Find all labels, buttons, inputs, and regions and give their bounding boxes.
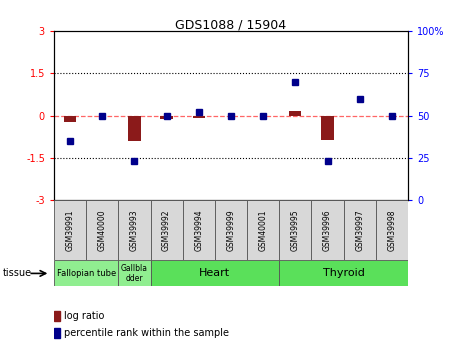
Bar	[151, 200, 183, 260]
Text: GSM39994: GSM39994	[194, 209, 203, 251]
Text: GSM40000: GSM40000	[98, 209, 107, 251]
Bar	[183, 200, 215, 260]
Bar	[54, 328, 61, 338]
Text: GSM39998: GSM39998	[387, 209, 396, 251]
Bar	[54, 200, 86, 260]
Text: Thyroid: Thyroid	[323, 268, 364, 278]
Text: Gallbla
dder: Gallbla dder	[121, 264, 148, 283]
Text: percentile rank within the sample: percentile rank within the sample	[64, 328, 229, 338]
Bar	[215, 200, 247, 260]
Bar	[376, 200, 408, 260]
Bar	[311, 200, 344, 260]
Text: log ratio: log ratio	[64, 311, 105, 321]
Bar	[279, 200, 311, 260]
Text: GSM39996: GSM39996	[323, 209, 332, 251]
Text: GSM39991: GSM39991	[66, 209, 75, 251]
Bar	[54, 260, 118, 286]
Bar	[54, 311, 61, 321]
Text: GSM39997: GSM39997	[355, 209, 364, 251]
Bar	[279, 260, 408, 286]
Bar	[289, 110, 302, 116]
Text: GSM40001: GSM40001	[259, 209, 268, 251]
Bar	[86, 200, 118, 260]
Bar	[118, 260, 151, 286]
Bar	[193, 116, 205, 118]
Bar	[129, 116, 141, 141]
Bar	[118, 200, 151, 260]
Text: GSM39995: GSM39995	[291, 209, 300, 251]
Text: GDS1088 / 15904: GDS1088 / 15904	[175, 19, 287, 32]
Bar	[151, 260, 279, 286]
Text: GSM39993: GSM39993	[130, 209, 139, 251]
Bar	[64, 116, 76, 122]
Bar	[344, 200, 376, 260]
Text: GSM39992: GSM39992	[162, 209, 171, 251]
Bar	[247, 200, 279, 260]
Bar	[321, 116, 333, 139]
Bar	[160, 116, 173, 119]
Text: Heart: Heart	[199, 268, 230, 278]
Text: tissue: tissue	[2, 268, 31, 278]
Text: GSM39999: GSM39999	[227, 209, 235, 251]
Text: Fallopian tube: Fallopian tube	[56, 269, 116, 278]
